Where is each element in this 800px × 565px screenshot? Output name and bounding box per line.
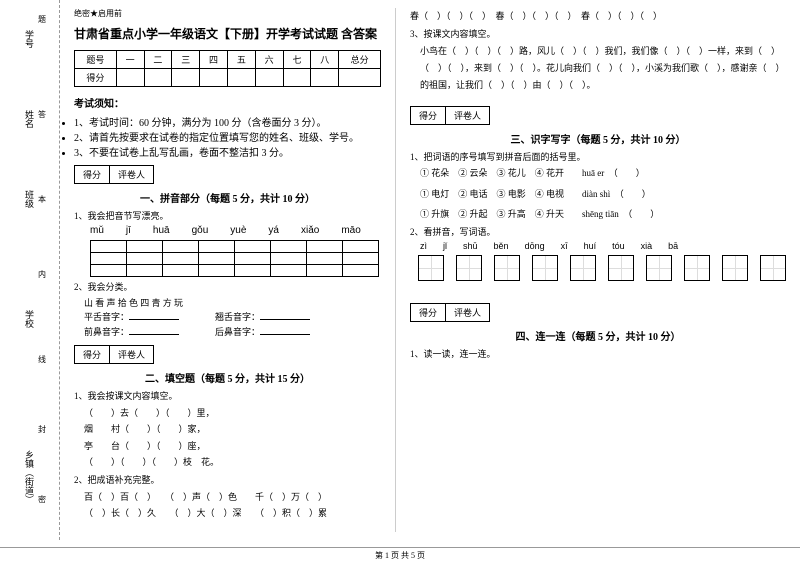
q3-2: 2、看拼音，写词语。 (410, 225, 786, 238)
left-column: 绝密★启用前 甘肃省重点小学一年级语文【下册】开学考试试题 含答案 题号 一 二… (60, 0, 395, 540)
hanzi-box (494, 255, 520, 281)
right-column: 春（ ）（ ）（ ） 春（ ）（ ）（ ） 春（ ）（ ）（ ） 3、按课文内容… (396, 0, 800, 540)
label-xiangzhen: 乡镇（街道） (23, 450, 36, 504)
score-table: 题号 一 二 三 四 五 六 七 八 总分 得分 (74, 50, 381, 87)
table-row: 题号 一 二 三 四 五 六 七 八 总分 (75, 51, 381, 69)
table-row: 得分 (75, 69, 381, 87)
pinyin-grid (90, 240, 379, 277)
label-xuehao: 学号 (23, 30, 36, 48)
hanzi-box (532, 255, 558, 281)
list-item: 2、请首先按要求在试卷的指定位置填写您的姓名、班级、学号。 (74, 129, 381, 144)
score-box: 得分 评卷人 (410, 303, 490, 322)
hanzi-grid-row (418, 255, 786, 281)
binding-margin: 学号 姓名 班级 学校 乡镇（街道） 题 答 本 内 线 封 密 (0, 0, 60, 540)
score-box: 得分 评卷人 (74, 345, 154, 364)
q4-1: 1、读一读，连一连。 (410, 347, 786, 360)
hanzi-box (760, 255, 786, 281)
hanzi-box (684, 255, 710, 281)
hanzi-box (608, 255, 634, 281)
hanzi-box (722, 255, 748, 281)
score-box: 得分 评卷人 (74, 165, 154, 184)
q2-1: 1、我会按课文内容填空。 (74, 389, 381, 402)
label-banji: 班级 (23, 190, 36, 208)
q3-1: 1、把词语的序号填写到拼音后面的括号里。 (410, 150, 786, 163)
q1-1: 1、我会把音节写漂亮。 (74, 209, 381, 222)
page-footer: 第 1 页 共 5 页 (0, 547, 800, 561)
score-box: 得分 评卷人 (410, 106, 490, 125)
section1-title: 一、拼音部分（每题 5 分，共计 10 分） (74, 190, 381, 205)
section4-title: 四、连一连（每题 5 分，共计 10 分） (410, 328, 786, 343)
exam-title: 甘肃省重点小学一年级语文【下册】开学考试试题 含答案 (74, 25, 381, 42)
label-xuexiao: 学校 (23, 310, 36, 328)
list-item: 1、考试时间：60 分钟，满分为 100 分（含卷面分 3 分）。 (74, 114, 381, 129)
q2-2: 2、把成语补充完整。 (74, 473, 381, 486)
secret-label: 绝密★启用前 (74, 8, 381, 19)
hanzi-box (646, 255, 672, 281)
q2-3: 3、按课文内容填空。 (410, 27, 786, 40)
list-item: 3、不要在试卷上乱写乱画，卷面不整洁扣 3 分。 (74, 144, 381, 159)
notice-list: 1、考试时间：60 分钟，满分为 100 分（含卷面分 3 分）。 2、请首先按… (74, 114, 381, 159)
pinyin-row: mǔ jī huā gǒu yuè yá xiǎo māo (90, 225, 381, 236)
notice-heading: 考试须知： (74, 95, 381, 110)
section2-title: 二、填空题（每题 5 分，共计 15 分） (74, 370, 381, 385)
exam-page: 学号 姓名 班级 学校 乡镇（街道） 题 答 本 内 线 封 密 绝密★启用前 … (0, 0, 800, 540)
hanzi-box (418, 255, 444, 281)
section3-title: 三、识字写字（每题 5 分，共计 10 分） (410, 131, 786, 146)
hanzi-box (570, 255, 596, 281)
label-xingming: 姓名 (23, 110, 36, 128)
hanzi-box (456, 255, 482, 281)
q1-2: 2、我会分类。 (74, 280, 381, 293)
hanzi-pinyin-labels: zì jǐ shū běn dōng xī huí tóu xià bā (420, 241, 786, 251)
